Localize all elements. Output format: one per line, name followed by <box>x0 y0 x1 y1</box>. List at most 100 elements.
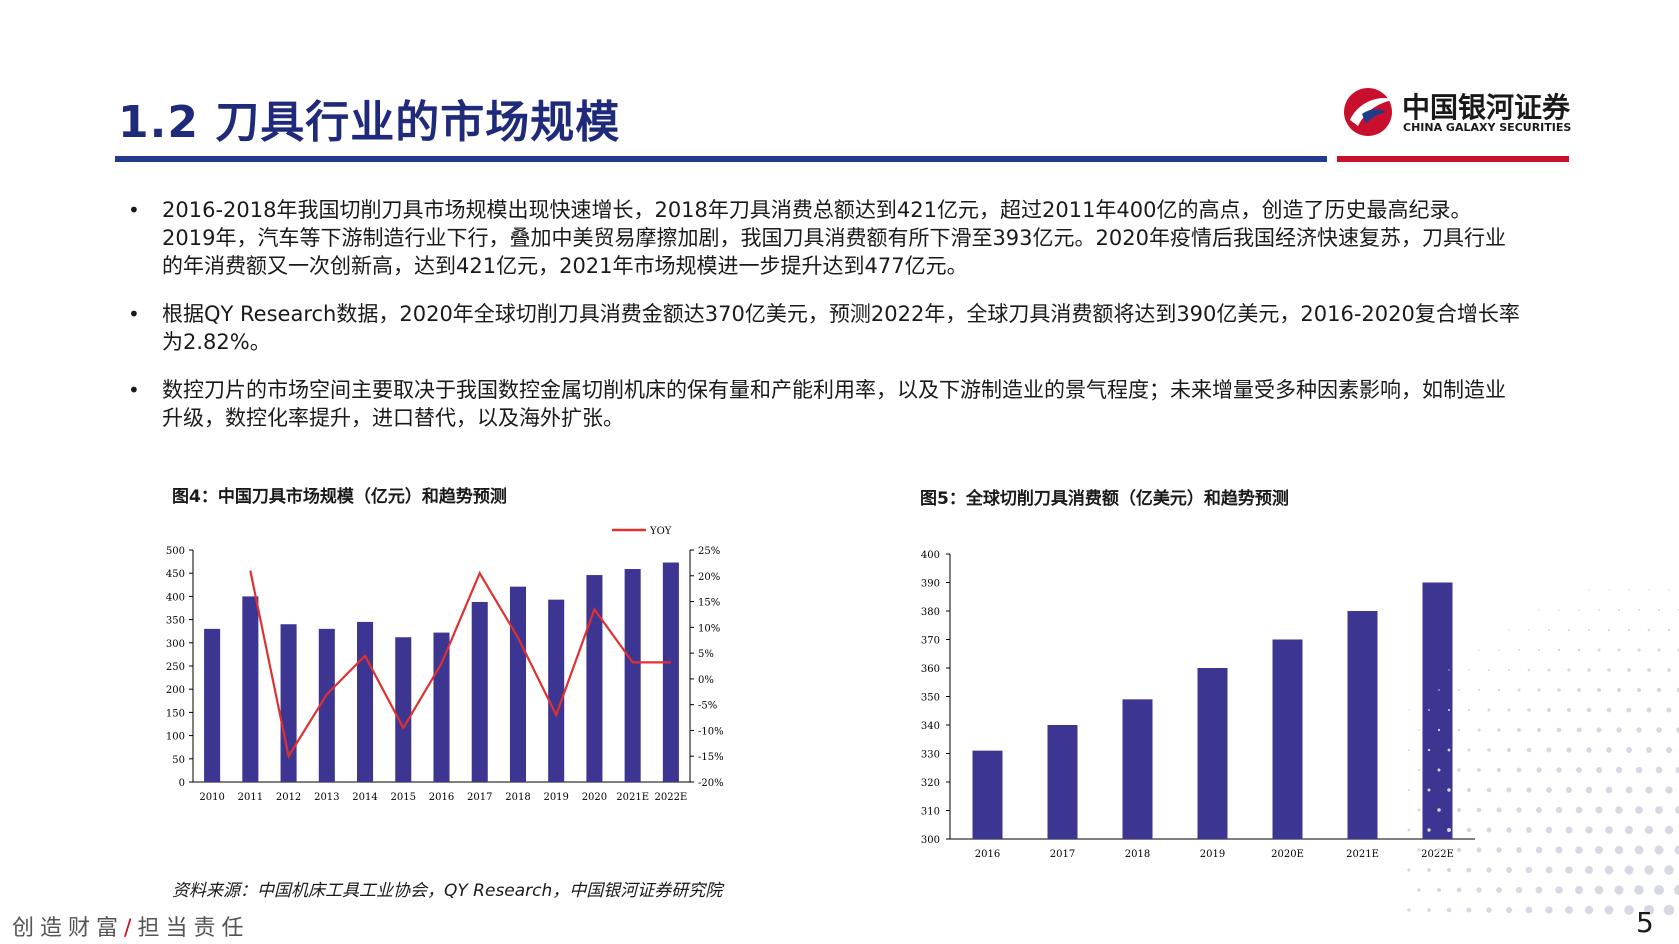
deco-dot <box>1477 768 1481 772</box>
bar <box>1422 582 1453 839</box>
deco-dot <box>1525 906 1533 914</box>
x-tick-label: 2011 <box>238 792 263 803</box>
deco-dot <box>1515 886 1523 894</box>
deco-dot <box>1557 648 1561 652</box>
deco-dot <box>1506 747 1512 753</box>
deco-dot <box>1446 907 1452 913</box>
deco-dot <box>1466 867 1472 873</box>
deco-dot <box>1565 786 1573 794</box>
deco-dot <box>1535 886 1543 894</box>
deco-dot <box>1586 707 1592 713</box>
deco-dot <box>1527 668 1531 672</box>
deco-dot <box>1657 608 1661 612</box>
deco-dot <box>1535 846 1543 854</box>
x-tick-label: 2016 <box>429 792 454 803</box>
deco-dot <box>1486 867 1492 873</box>
deco-dot <box>1558 609 1560 611</box>
deco-dot <box>1546 787 1552 793</box>
y-tick-label: 250 <box>166 662 185 673</box>
deco-dot <box>1545 906 1553 914</box>
dot-pattern-decoration <box>1407 589 1679 916</box>
deco-dot <box>1498 649 1500 651</box>
deco-dot <box>1628 589 1630 591</box>
bar <box>1272 639 1303 839</box>
deco-dot <box>1656 727 1662 733</box>
deco-dot <box>1595 806 1603 814</box>
deco-dot <box>1605 826 1613 834</box>
source-note: 资料来源：中国机床工具工业协会，QY Research，中国银河证券研究院 <box>172 881 723 901</box>
deco-dot <box>1577 648 1581 652</box>
bullet-dot-icon: • <box>128 378 140 402</box>
deco-dot <box>1497 728 1501 732</box>
deco-dot <box>1417 768 1421 772</box>
deco-dot <box>1673 884 1679 896</box>
deco-dot <box>1437 728 1441 732</box>
deco-dot <box>1476 847 1482 853</box>
deco-dot <box>1676 687 1679 693</box>
deco-dot <box>1577 688 1581 692</box>
deco-dot <box>1496 887 1502 893</box>
deco-dot <box>1644 825 1654 835</box>
deco-dot <box>1647 668 1651 672</box>
y2-tick-label: 0% <box>698 675 714 686</box>
deco-dot <box>1526 747 1532 753</box>
deco-dot <box>1438 689 1440 691</box>
deco-dot <box>1644 865 1654 875</box>
deco-dot <box>1626 747 1632 753</box>
header-rule-red <box>1337 156 1569 162</box>
deco-dot <box>1647 628 1651 632</box>
deco-dot <box>1436 887 1442 893</box>
deco-dot <box>1664 825 1674 835</box>
deco-dot <box>1665 786 1673 794</box>
deco-dot <box>1437 848 1441 852</box>
deco-dot <box>1565 906 1573 914</box>
deco-dot <box>1447 788 1451 792</box>
y-tick-label: 100 <box>166 732 185 743</box>
deco-dot <box>1427 828 1431 832</box>
deco-dot <box>1505 906 1513 914</box>
deco-dot <box>1565 866 1573 874</box>
x-tick-label: 2019 <box>1200 849 1225 860</box>
y2-tick-label: 10% <box>698 623 720 634</box>
deco-dot <box>1478 649 1480 651</box>
bullet-item: • 根据QY Research数据，2020年全球切削刀具消费金额达370亿美元，… <box>124 300 1524 356</box>
deco-dot <box>1427 748 1431 752</box>
deco-dot <box>1627 668 1631 672</box>
y2-tick-label: -15% <box>698 752 724 763</box>
deco-dot <box>1663 904 1675 916</box>
deco-dot <box>1526 787 1532 793</box>
x-tick-label: 2021E <box>616 792 649 803</box>
x-tick-label: 2020 <box>582 792 607 803</box>
deco-dot <box>1637 608 1641 612</box>
deco-dot <box>1427 908 1431 912</box>
y-tick-label: 380 <box>921 607 940 618</box>
y-tick-label: 390 <box>921 579 940 590</box>
y2-tick-label: -20% <box>698 778 724 789</box>
bullet-text: 数控刀片的市场空间主要取决于我国数控金属切削机床的保有量和产能利用率，以及下游制… <box>162 378 1506 430</box>
chart-global-market: 300 310 320 330 340 350 360 370 380 390 400 2016 201… <box>900 536 1490 876</box>
deco-dot <box>1605 786 1613 794</box>
deco-dot <box>1636 727 1642 733</box>
deco-dot <box>1676 727 1679 733</box>
deco-dot <box>1598 609 1600 611</box>
deco-dot <box>1615 766 1623 774</box>
bar <box>433 632 450 782</box>
y-tick-label: 50 <box>172 755 185 766</box>
deco-dot <box>1506 827 1512 833</box>
deco-dot <box>1616 727 1622 733</box>
header-rule-blue <box>115 156 1327 162</box>
bullet-dot-icon: • <box>128 302 140 326</box>
deco-dot <box>1507 668 1511 672</box>
deco-dot <box>1567 628 1571 632</box>
deco-dot <box>1617 648 1621 652</box>
x-tick-label: 2016 <box>975 849 1000 860</box>
deco-dot <box>1537 688 1541 692</box>
deco-dot <box>1457 728 1461 732</box>
deco-dot <box>1575 806 1583 814</box>
bar <box>1122 699 1153 839</box>
bar <box>395 637 412 782</box>
deco-dot <box>1606 747 1612 753</box>
deco-dot <box>1446 867 1452 873</box>
deco-dot <box>1585 786 1593 794</box>
bar <box>242 596 259 782</box>
